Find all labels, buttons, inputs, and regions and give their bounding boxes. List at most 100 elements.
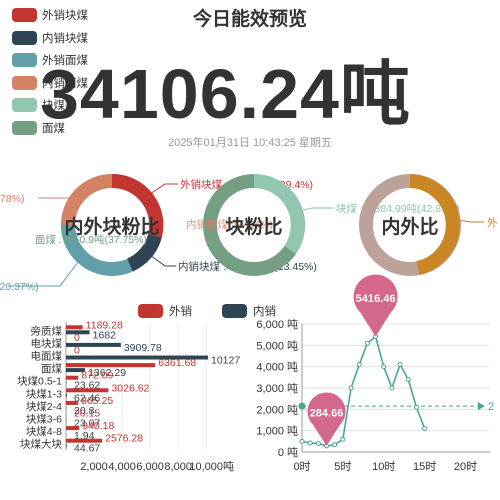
donut-center-label: 块粉比 (225, 215, 282, 238)
bar-value-label: 865.25 (81, 395, 113, 407)
legend-swatch (12, 30, 37, 45)
bar-export[interactable] (66, 363, 156, 368)
bar-domestic[interactable] (66, 342, 121, 347)
line-y-tick-label: 4,000 吨 (256, 361, 298, 374)
bar-category-label: 面煤 (41, 362, 62, 375)
line-point[interactable] (299, 438, 305, 444)
bar-export[interactable] (66, 426, 80, 431)
legend-label[interactable]: 内销 (253, 306, 276, 318)
donut-center-label: 内外比 (381, 215, 438, 238)
leader-line (455, 219, 484, 223)
line-point[interactable] (364, 340, 370, 346)
line-point[interactable] (422, 426, 428, 432)
line-y-tick-label: 3,000 吨 (256, 382, 298, 395)
donut-slice-export[interactable] (409, 174, 460, 275)
line-y-tick-label: 6,000 吨 (256, 318, 298, 331)
line-point[interactable] (397, 362, 403, 368)
legend-label: 内销面煤 (42, 77, 88, 90)
bar-domestic[interactable] (66, 393, 67, 398)
legend-swatch (138, 304, 163, 318)
marker-pin[interactable] (353, 274, 398, 337)
legend-item-lump[interactable]: 块煤 (12, 94, 88, 117)
bar-value-label: 10127 (211, 355, 240, 367)
bar-category-label: 块煤3-6 (26, 413, 62, 426)
bar-value-label: 2576.28 (105, 433, 143, 445)
legend-item-powder[interactable]: 面煤 (12, 117, 88, 140)
line-point[interactable] (356, 362, 362, 368)
legend-swatch (12, 120, 37, 135)
bar-export[interactable] (66, 375, 79, 380)
legend-item-export-powder[interactable]: 外销面煤 (12, 49, 88, 72)
bar-value-label: 940.18 (82, 420, 114, 432)
donut-lump-powder[interactable]: 块煤 :13384.99吨(42.85%) 内销面煤 :56.24%) 面煤 :… (35, 174, 460, 276)
line-point[interactable] (348, 385, 354, 391)
page-title: 今日能效预览 (192, 9, 307, 30)
bar-category-label: 块煤1-3 (26, 387, 62, 400)
line-point[interactable] (340, 436, 346, 442)
legend-item-export-lump[interactable]: 外销块煤 (12, 4, 88, 27)
bar-value-label: 0 (74, 345, 80, 357)
bar-domestic[interactable] (66, 330, 90, 335)
line-y-tick-label: 1,000 吨 (256, 425, 298, 438)
line-x-tick-label: 0时 (293, 460, 310, 473)
donut-slice-export-lump[interactable] (111, 173, 164, 238)
bar-value-label: 872.09 (81, 370, 113, 382)
legend-swatch (12, 75, 37, 90)
donut-slice-domestic-lump[interactable] (126, 233, 162, 272)
line-series[interactable] (301, 335, 426, 447)
average-line-label: 2 (488, 401, 494, 413)
donut-label: 78%) (0, 193, 25, 205)
line-y-tick-label: 2,000 吨 (256, 403, 298, 416)
line-point[interactable] (315, 440, 321, 446)
bar-export[interactable] (66, 325, 83, 330)
line-point[interactable] (307, 440, 313, 446)
bar-value-label: 1682 (93, 329, 117, 341)
line-x-tick-label: 20时 (454, 460, 477, 473)
bar-export[interactable] (66, 388, 109, 393)
legend-label[interactable]: 外销 (169, 306, 192, 318)
bar-value-label: 3026.62 (111, 382, 149, 394)
bar-x-tick-label: 2,000 (80, 461, 108, 473)
line-point[interactable] (332, 442, 338, 448)
bar-value-label: 3909.78 (124, 342, 162, 354)
bar-export[interactable] (66, 400, 79, 405)
bar-category-label: 电面煤 (31, 350, 63, 363)
line-x-tick-label: 10时 (372, 460, 395, 473)
bar-value-label: 20.8 (74, 405, 95, 417)
donut-center-label: 内外块粉比 (64, 215, 159, 238)
line-point[interactable] (405, 376, 411, 382)
bar-x-axis-unit: 吨 (223, 460, 234, 473)
average-line-start-marker (298, 402, 306, 410)
bar-domestic[interactable] (66, 443, 67, 448)
line-point[interactable] (381, 364, 387, 370)
donut-slice-lump[interactable] (253, 174, 305, 254)
bar-category-label: 电块煤 (31, 337, 63, 350)
bar-domestic[interactable] (66, 368, 86, 373)
line-point[interactable] (389, 385, 395, 391)
legend-swatch (12, 53, 37, 68)
bar-category-label: 块煤0.5-1 (17, 375, 62, 388)
legend-item-domestic-powder[interactable]: 内销面煤 (12, 72, 88, 95)
bar-x-tick-label: 10,000 (189, 461, 223, 473)
donut-inner-outer[interactable]: 外 内外比 (359, 174, 498, 276)
line-x-tick-label: 15时 (413, 460, 436, 473)
donut-slice-export-powder[interactable] (61, 224, 88, 263)
marker-pin[interactable] (307, 392, 346, 446)
donut-label: 内销面煤 :56.24%) (186, 218, 273, 231)
timestamp: 2025年01月31日 10:43:25 星期五 (168, 137, 332, 149)
bar-export[interactable] (66, 438, 103, 443)
bar-x-tick-label: 8,000 (164, 461, 192, 473)
bar-chart-legend: 外销 内销 (138, 303, 276, 319)
donut-label: 面煤 :7850.9吨(37.75%) (35, 233, 147, 246)
legend-label: 面煤 (42, 122, 65, 135)
bar-domestic[interactable] (66, 355, 208, 360)
donut-slice-domestic-powder[interactable] (61, 174, 113, 226)
legend-label: 外销面煤 (42, 55, 88, 68)
legend-swatch (12, 8, 37, 23)
bar-value-label: 1362.29 (88, 367, 126, 379)
line-x-tick-label: 5时 (334, 460, 351, 473)
legend-item-domestic-lump[interactable]: 内销块煤 (12, 27, 88, 50)
line-point[interactable] (413, 404, 419, 410)
